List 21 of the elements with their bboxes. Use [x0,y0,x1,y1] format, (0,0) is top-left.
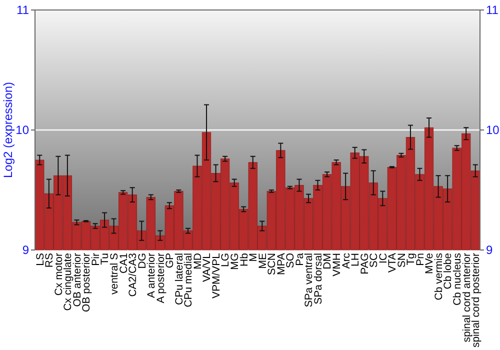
x-tick-label: LS [34,253,46,266]
x-tick-label: Hb [238,252,250,266]
y2-tick-label: 10 [486,123,500,138]
y-tick-label: 10 [16,123,30,138]
x-tick-label: Tg [405,252,418,266]
x-tick-label: SPa dorsal [312,253,324,304]
x-tick-label: GP [164,253,176,268]
x-tick-label: spinal cord posterior [470,252,482,348]
x-tick-label: CA1 [118,252,130,274]
x-tick-label: LG [220,253,232,268]
y2-tick-label: 9 [486,243,493,258]
y-tick-label: 9 [22,243,30,258]
x-tick-label: Cb lobe [442,252,454,290]
x-tick-label: spinal cord anterior [460,252,473,342]
x-tick-label: MG [229,253,241,270]
x-tick-label: Arc [340,253,352,269]
x-tick-label: Cb nucleus [452,253,464,306]
y2-tick-label: 11 [486,3,499,18]
x-tick-label: RS [44,253,56,268]
y-axis-title: Log2 (expression) [1,82,15,178]
y-tick-label: 11 [16,3,30,18]
